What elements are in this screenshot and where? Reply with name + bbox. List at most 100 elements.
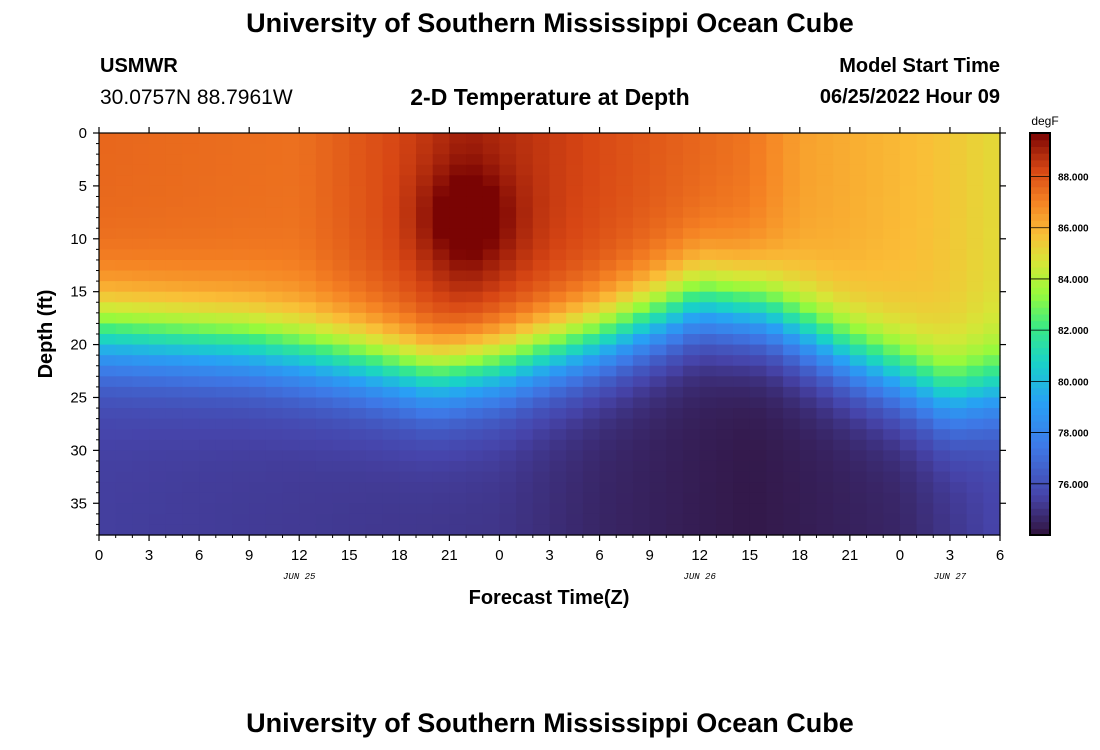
heatmap-cell (833, 429, 851, 441)
heatmap-cell (883, 450, 901, 462)
heatmap-cell (399, 386, 417, 399)
heatmap-cell (349, 270, 367, 282)
heatmap-cell (699, 365, 717, 377)
heatmap-cell (115, 482, 133, 494)
heatmap-cell (399, 291, 417, 303)
heatmap-cell (883, 482, 901, 494)
heatmap-cell (766, 376, 784, 388)
heatmap-cell (282, 143, 300, 155)
heatmap-cell (299, 365, 317, 377)
heatmap-cell (966, 133, 984, 145)
heatmap-cell (399, 133, 417, 145)
heatmap-cell (499, 249, 517, 261)
heatmap-cell (499, 164, 517, 176)
heatmap-cell (566, 323, 584, 335)
heatmap-cell (182, 471, 200, 483)
colorbar-segment (1030, 340, 1050, 348)
heatmap-cell (132, 154, 150, 166)
heatmap-cell (99, 207, 117, 219)
heatmap-cell (516, 492, 534, 504)
heatmap-cell (149, 143, 167, 155)
heatmap-cell (516, 302, 534, 314)
heatmap-cell (866, 154, 884, 166)
heatmap-cell (916, 439, 934, 451)
heatmap-cell (99, 217, 117, 229)
heatmap-cell (149, 291, 167, 303)
heatmap-cell (432, 355, 450, 367)
heatmap-cell (682, 397, 701, 409)
heatmap-cell (449, 164, 467, 176)
heatmap-cell (749, 503, 768, 515)
heatmap-cell (399, 503, 417, 515)
x-tick-label: 21 (441, 547, 458, 564)
heatmap-cell (616, 312, 634, 325)
heatmap-cell (799, 323, 818, 335)
heatmap-cell (883, 334, 901, 346)
heatmap-cell (699, 482, 717, 494)
heatmap-cell (582, 312, 601, 325)
heatmap-cell (949, 460, 968, 473)
heatmap-cell (315, 460, 334, 473)
heatmap-cell (849, 185, 868, 198)
heatmap-cell (632, 323, 651, 335)
heatmap-cell (299, 471, 317, 483)
heatmap-cell (666, 439, 684, 451)
heatmap-cell (365, 344, 384, 356)
heatmap-cell (499, 312, 517, 325)
heatmap-cell (365, 418, 384, 430)
heatmap-cell (332, 439, 350, 451)
heatmap-cell (399, 302, 417, 314)
heatmap-cell (916, 259, 934, 272)
heatmap-cell (149, 418, 167, 430)
heatmap-cell (482, 439, 501, 451)
heatmap-cell (749, 386, 768, 399)
heatmap-cell (833, 334, 851, 346)
heatmap-cell (115, 175, 133, 187)
heatmap-cell (182, 334, 200, 346)
heatmap-cell (749, 365, 768, 377)
heatmap-cell (949, 482, 968, 494)
heatmap-cell (115, 429, 133, 441)
heatmap-cell (699, 408, 717, 420)
heatmap-cell (549, 259, 567, 272)
heatmap-cell (449, 259, 467, 272)
heatmap-cell (399, 513, 417, 526)
heatmap-cell (482, 291, 501, 303)
heatmap-cell (466, 397, 484, 409)
heatmap-cell (299, 397, 317, 409)
heatmap-cell (532, 259, 551, 272)
heatmap-cell (132, 228, 150, 240)
heatmap-cell (132, 196, 150, 208)
heatmap-cell (833, 376, 851, 388)
heatmap-cell (682, 217, 701, 229)
heatmap-cell (899, 418, 918, 430)
heatmap-cell (299, 355, 317, 367)
heatmap-cell (866, 471, 884, 483)
heatmap-cell (699, 291, 717, 303)
heatmap-cell (799, 471, 818, 483)
heatmap-cell (849, 259, 868, 272)
heatmap-cell (382, 291, 400, 303)
heatmap-cell (449, 513, 467, 526)
heatmap-cell (149, 281, 167, 293)
heatmap-cell (566, 238, 584, 250)
heatmap-cell (682, 450, 701, 462)
colorbar-tick-label: 78.000 (1058, 429, 1089, 440)
heatmap-cell (416, 355, 434, 367)
heatmap-cell (933, 492, 951, 504)
page-title: University of Southern Mississippi Ocean… (246, 8, 854, 38)
heatmap-cell (466, 249, 484, 261)
heatmap-cell (365, 376, 384, 388)
colorbar-segment (1030, 179, 1050, 188)
heatmap-cell (783, 344, 801, 356)
heatmap-cell (532, 450, 551, 462)
heatmap-cell (199, 259, 217, 272)
heatmap-cell (632, 217, 651, 229)
heatmap-cell (449, 429, 467, 441)
heatmap-cell (966, 154, 984, 166)
heatmap-cell (532, 482, 551, 494)
heatmap-cell (916, 291, 934, 303)
heatmap-cell (399, 355, 417, 367)
heatmap-cell (349, 143, 367, 155)
heatmap-cell (449, 355, 467, 367)
